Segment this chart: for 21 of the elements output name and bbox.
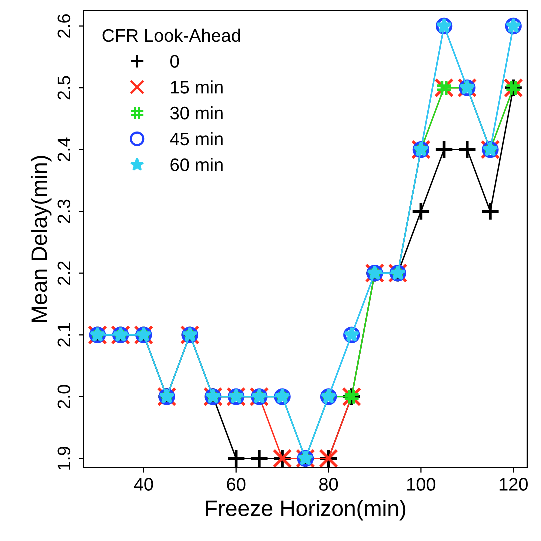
y-tick-label: 2.0 (58, 385, 71, 409)
y-tick-label: 2.2 (58, 262, 70, 286)
x-tick-label: 100 (408, 478, 436, 491)
legend-label: 0 (170, 55, 180, 68)
legend-label: 15 min (171, 80, 223, 94)
y-tick-label: 1.9 (58, 447, 71, 470)
x-tick-label: 120 (500, 478, 528, 491)
legend-label: 30 min (170, 106, 223, 120)
x-tick-label: 40 (134, 478, 154, 491)
legend-label: 60 min (170, 158, 223, 172)
legend-title: CFR Look-Ahead (102, 28, 240, 42)
y-tick-label: 2.5 (58, 76, 71, 100)
x-axis-title: Freeze Horizon(min) (206, 500, 406, 521)
y-axis-title: Mean Delay(min) (31, 156, 52, 322)
legend-label: 45 min (170, 132, 223, 146)
y-tick-label: 2.6 (58, 14, 71, 38)
y-tick-label: 2.4 (58, 138, 70, 162)
x-tick-label: 80 (320, 478, 338, 491)
x-tick-label: 60 (227, 478, 246, 491)
y-tick-label: 2.3 (58, 200, 71, 224)
y-tick-label: 2.1 (58, 323, 70, 347)
